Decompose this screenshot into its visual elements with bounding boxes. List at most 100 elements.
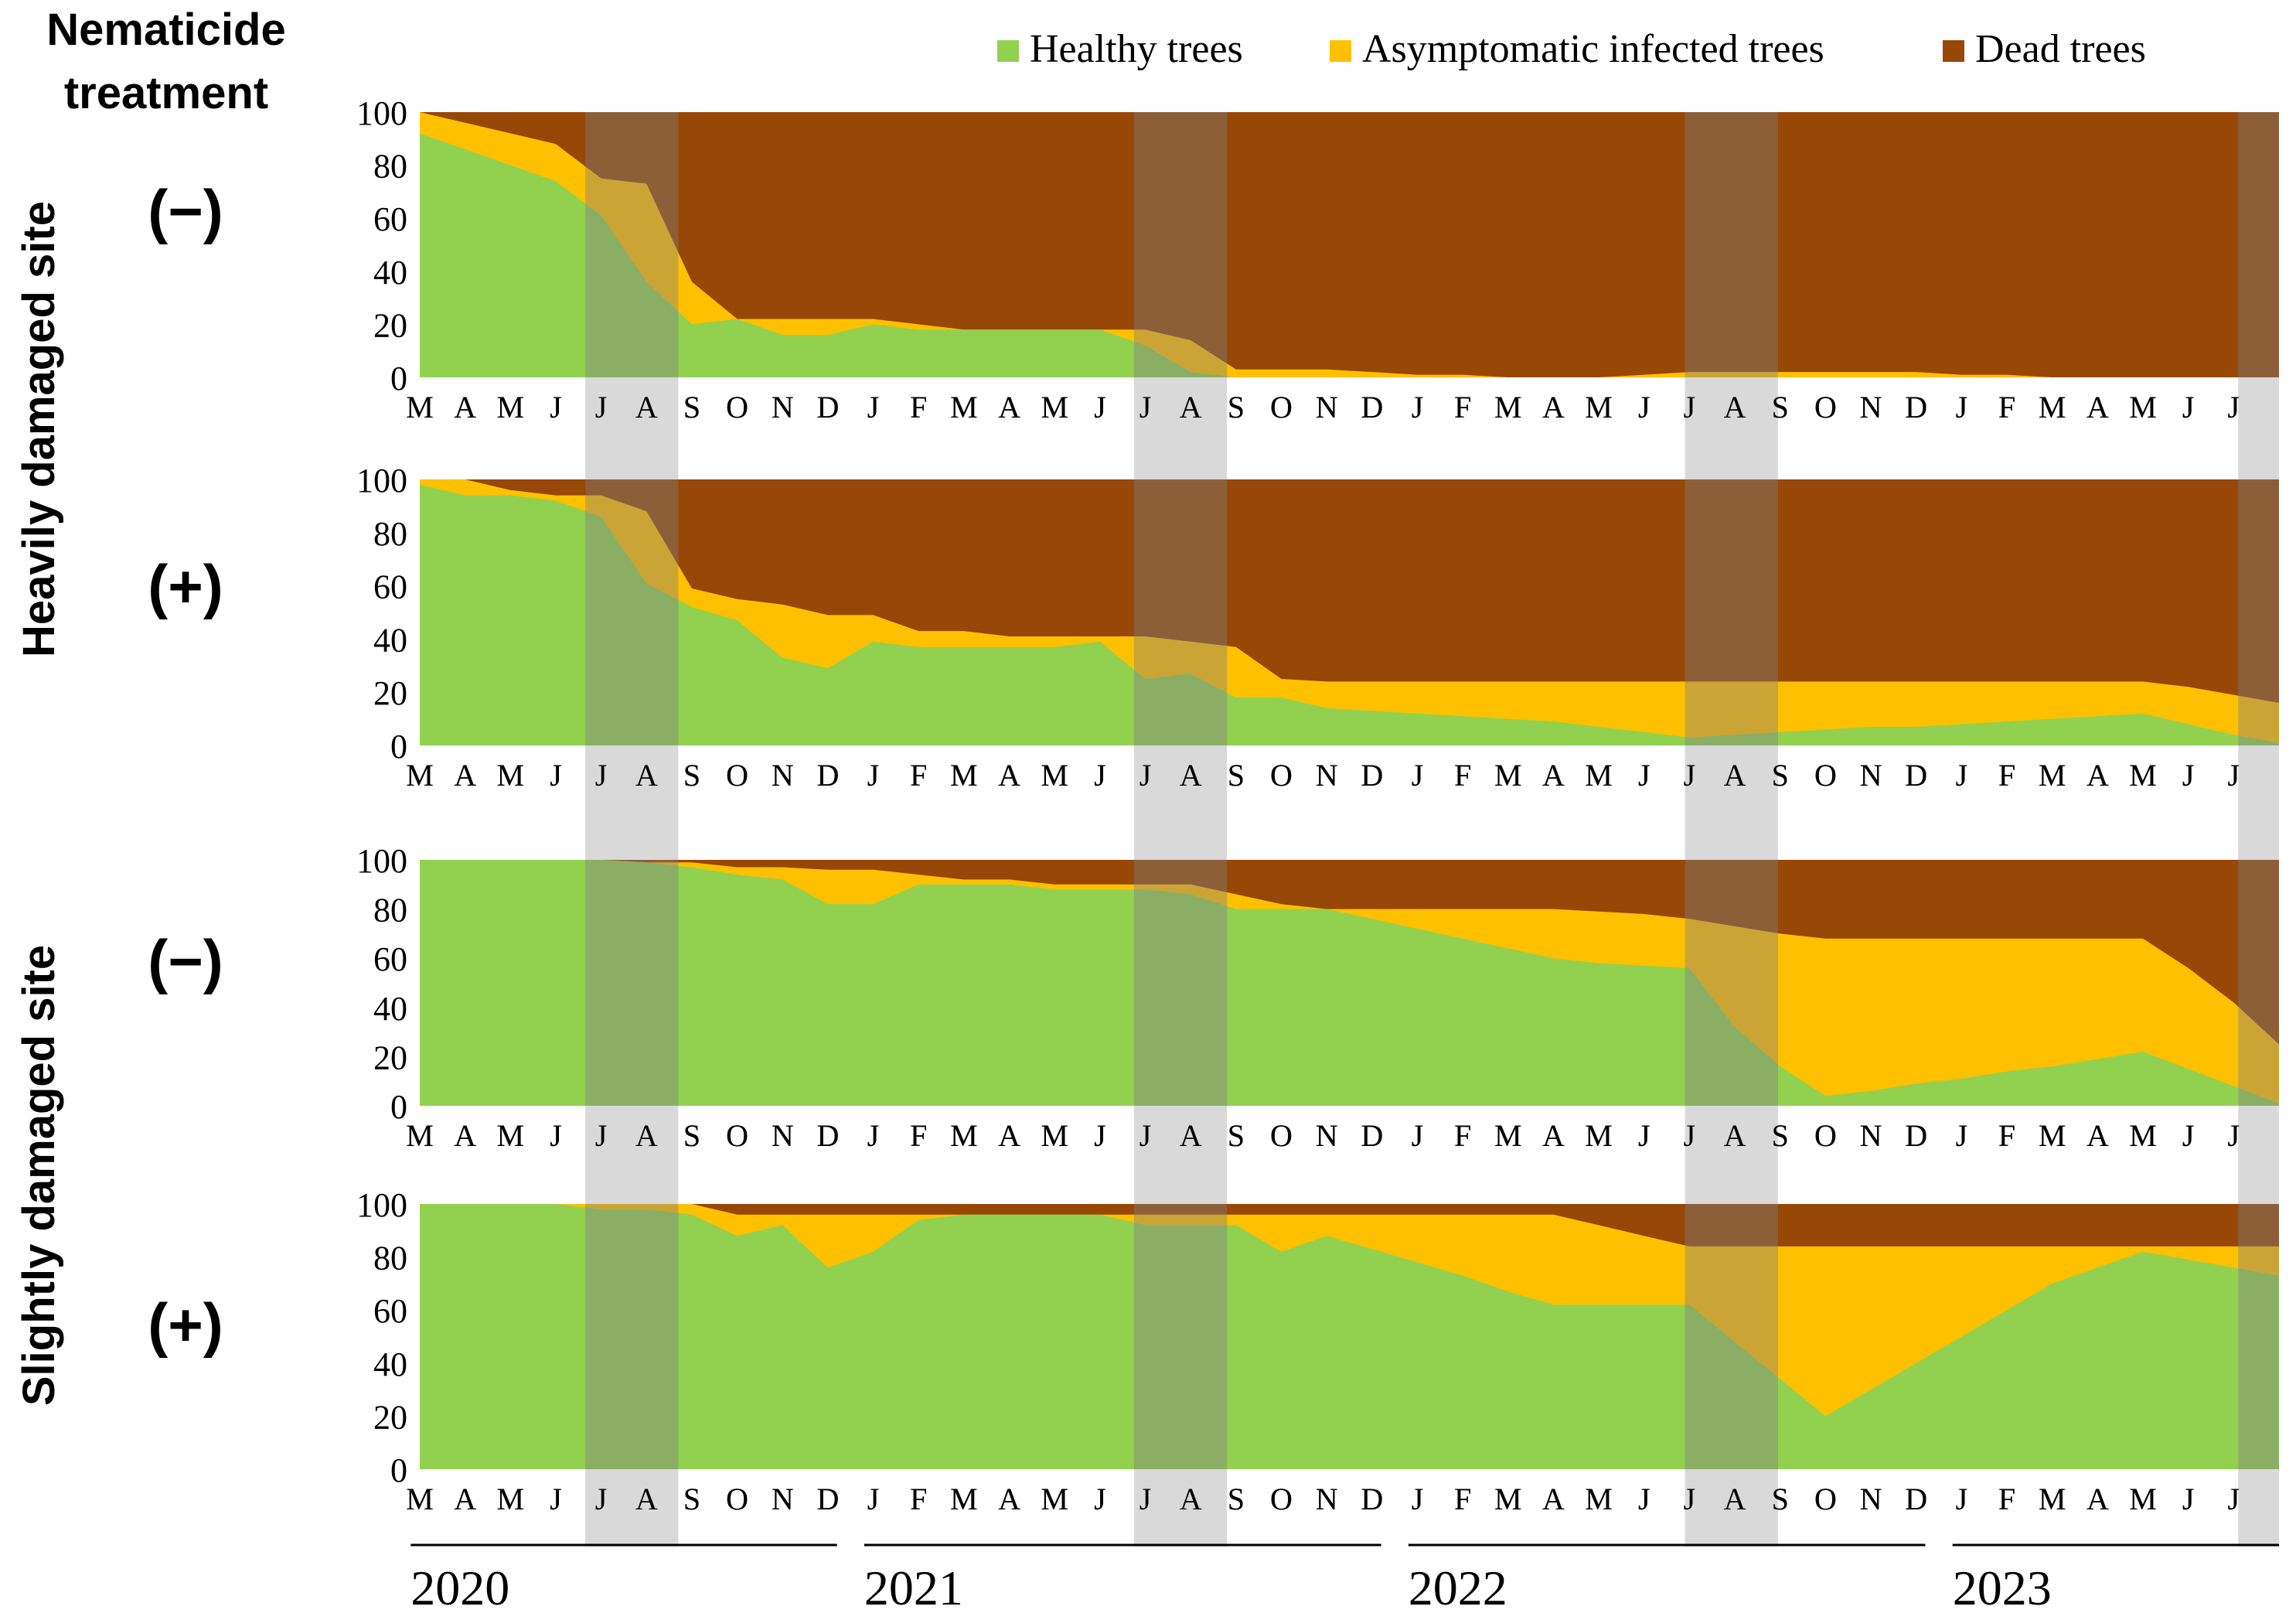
x-month-label: N: [1860, 758, 1882, 793]
panel-heavy-plus: 020406080100MAMJJASONDJFMAMJJASONDJFMAMJ…: [148, 462, 2279, 793]
x-month-label-overlay: A: [1724, 1118, 1746, 1153]
x-month-label-overlay: N: [1316, 390, 1338, 425]
x-month-label-overlay: S: [683, 390, 700, 425]
x-month-label: M: [2129, 758, 2157, 793]
x-month-label: F: [1998, 390, 2015, 425]
x-month-label: A: [998, 1482, 1020, 1516]
x-month-label-overlay: M: [1041, 758, 1068, 793]
x-month-label: S: [1228, 758, 1245, 793]
legend: Healthy trees Asymptomatic infected tree…: [997, 27, 2146, 71]
x-month-label-overlay: A: [1542, 758, 1565, 793]
x-month-label: J: [2182, 758, 2195, 793]
x-month-label-overlay: J: [2228, 1482, 2240, 1516]
x-month-label-overlay: S: [1772, 1482, 1789, 1516]
x-month-label-overlay: S: [683, 1482, 700, 1516]
x-month-label-overlay: D: [1361, 1118, 1383, 1153]
x-month-label-overlay: A: [998, 758, 1020, 793]
shaded-period: [1685, 860, 1778, 1106]
x-month-label-overlay: D: [1361, 758, 1383, 793]
shaded-period-gap: [1133, 745, 1228, 860]
x-month-label: O: [726, 390, 748, 425]
x-month-label: A: [454, 1118, 476, 1153]
x-month-label-overlay: N: [1860, 758, 1882, 793]
x-month-label-overlay: A: [1542, 1482, 1565, 1516]
x-month-label-overlay: A: [454, 758, 476, 793]
x-month-label: O: [1270, 758, 1293, 793]
y-tick-label: 20: [373, 1398, 407, 1436]
treatment-label: (+): [148, 1291, 223, 1359]
x-month-label-overlay: J: [595, 390, 608, 425]
x-month-label: F: [1998, 1118, 2015, 1153]
x-month-label-overlay: J: [867, 758, 880, 793]
x-month-label-overlay: D: [816, 1482, 839, 1516]
x-month-label: N: [1860, 1118, 1882, 1153]
x-month-label-overlay: F: [910, 758, 927, 793]
year-label: 2020: [410, 1560, 509, 1615]
shaded-period-gap: [2238, 1106, 2279, 1204]
x-month-label: J: [1956, 758, 1968, 793]
x-month-label-overlay: J: [1956, 1482, 1968, 1516]
x-month-label-overlay: M: [1585, 758, 1613, 793]
x-month-label-overlay: M: [1494, 1482, 1522, 1516]
x-month-label: M: [1585, 758, 1613, 793]
x-month-label-overlay: F: [1454, 1118, 1471, 1153]
x-month-label-overlay: D: [816, 390, 839, 425]
x-month-label-overlay: N: [1316, 1118, 1338, 1153]
x-month-label: N: [772, 390, 794, 425]
x-month-label: M: [950, 1118, 978, 1153]
x-month-label-overlay: J: [595, 1482, 608, 1516]
x-month-label: D: [1905, 390, 1927, 425]
x-month-label: F: [1998, 758, 2015, 793]
shaded-period: [585, 112, 679, 377]
y-tick-label: 60: [373, 1292, 407, 1330]
x-month-label: M: [2129, 390, 2157, 425]
x-month-label: D: [1361, 1482, 1383, 1516]
x-month-label-overlay: F: [1454, 1482, 1471, 1516]
x-month-label-overlay: J: [1412, 758, 1424, 793]
x-month-label: A: [1542, 390, 1565, 425]
x-month-label-overlay: A: [1724, 1482, 1746, 1516]
y-tick-label: 60: [373, 200, 407, 238]
x-month-label-overlay: A: [635, 1482, 658, 1516]
x-month-label: J: [2228, 1118, 2240, 1153]
x-month-label-overlay: A: [998, 390, 1020, 425]
treatment-label: (+): [148, 552, 223, 620]
x-month-label-overlay: A: [1542, 1118, 1565, 1153]
x-month-label-overlay: S: [1772, 1118, 1789, 1153]
site-label-slight: Slightly damaged site: [14, 945, 64, 1406]
x-month-label: M: [1494, 1118, 1522, 1153]
y-tick-label: 60: [373, 568, 407, 606]
x-month-label: J: [2228, 1482, 2240, 1516]
x-month-label: M: [1585, 1482, 1613, 1516]
shaded-period-gap: [1685, 745, 1778, 860]
shaded-period: [1685, 479, 1778, 745]
x-month-label: D: [1905, 1482, 1927, 1516]
x-month-label: O: [726, 758, 748, 793]
x-month-label-overlay: J: [867, 390, 880, 425]
x-month-label-overlay: D: [1905, 1118, 1927, 1153]
y-tick-label: 100: [356, 462, 407, 500]
shaded-period-gap: [585, 1469, 679, 1547]
x-month-label-overlay: O: [726, 1118, 748, 1153]
y-tick-label: 40: [373, 990, 407, 1028]
x-month-label: D: [816, 390, 839, 425]
x-month-label: S: [1228, 1482, 1245, 1516]
x-month-label: N: [772, 1482, 794, 1516]
x-month-label: O: [1814, 758, 1837, 793]
x-month-label: M: [950, 758, 978, 793]
x-month-label: F: [1454, 390, 1471, 425]
y-tick-label: 20: [373, 1039, 407, 1076]
x-month-label-overlay: A: [635, 390, 658, 425]
x-month-label: O: [1270, 1482, 1293, 1516]
x-month-label: M: [406, 390, 434, 425]
x-month-label-overlay: J: [1956, 390, 1968, 425]
x-month-label-overlay: M: [2039, 1118, 2066, 1153]
x-month-label-overlay: D: [1905, 758, 1927, 793]
y-tick-label: 0: [390, 1451, 407, 1489]
x-month-label-overlay: M: [1041, 390, 1068, 425]
shaded-period-gap: [585, 1106, 679, 1204]
x-month-label: S: [1228, 1118, 1245, 1153]
shaded-period: [585, 1204, 679, 1469]
x-month-label-overlay: J: [1412, 1482, 1424, 1516]
x-month-label: J: [1956, 390, 1968, 425]
